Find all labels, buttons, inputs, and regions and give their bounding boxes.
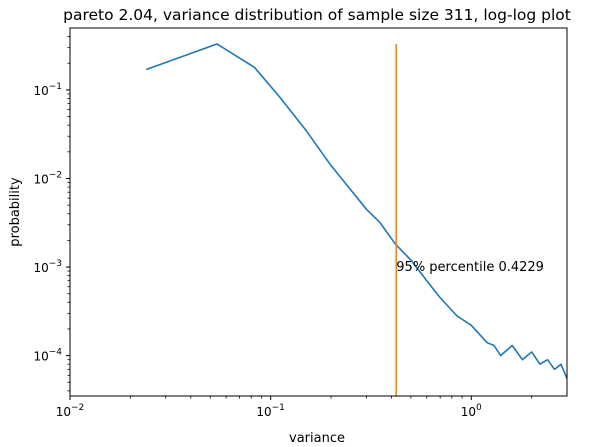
y-tick-label: 10−4 <box>33 348 62 364</box>
x-axis-label: variance <box>289 431 345 446</box>
axes-frame <box>69 27 568 397</box>
plot-area: 95% percentile 0.4229 10−2 10−1 100 10−4 10−3… <box>33 27 568 419</box>
x-tick-label: 100 <box>461 403 482 419</box>
series-line-0 <box>146 43 568 379</box>
x-tick-label: 10−2 <box>56 403 85 419</box>
y-tick-label: 10−1 <box>33 82 62 98</box>
x-tick-label: 10−1 <box>256 403 285 419</box>
y-tick-label: 10−3 <box>33 259 62 275</box>
chart-title: pareto 2.04, variance distribution of sa… <box>63 6 571 24</box>
y-tick-label: 10−2 <box>33 170 62 186</box>
y-axis-label: probability <box>8 177 23 247</box>
percentile-annotation: 95% percentile 0.4229 <box>396 260 544 275</box>
